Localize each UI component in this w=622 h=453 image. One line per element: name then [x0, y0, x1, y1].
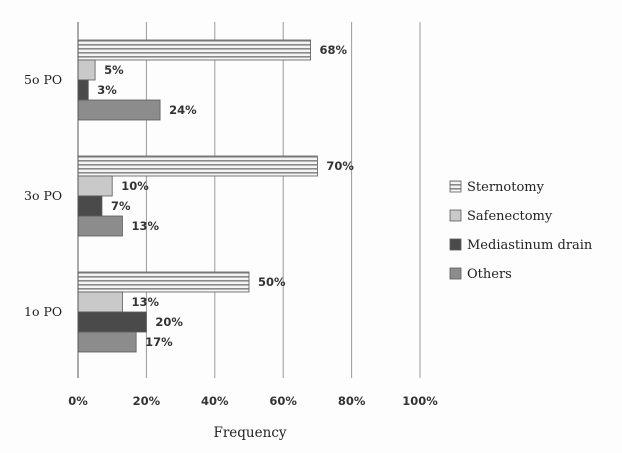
legend-label: Sternotomy — [467, 180, 545, 195]
bar-sternotomy — [77, 271, 250, 293]
data-label: 20% — [155, 315, 183, 329]
data-label: 7% — [111, 199, 131, 213]
legend-label: Others — [467, 267, 512, 282]
legend-swatch — [449, 238, 462, 251]
bar-sternotomy — [77, 39, 311, 61]
data-label: 68% — [320, 43, 348, 57]
bar-others — [77, 331, 137, 353]
x-tick-label: 60% — [269, 394, 297, 408]
bar-mediastinum-drain — [77, 195, 103, 217]
bar-mediastinum-drain — [77, 311, 147, 333]
y-category-label: 5o PO — [24, 72, 62, 87]
legend-swatch — [449, 180, 462, 193]
y-category-label: 1o PO — [24, 304, 62, 319]
bar-others — [77, 215, 123, 237]
bar-sternotomy — [77, 155, 318, 177]
data-label: 70% — [326, 159, 354, 173]
bar-safenectomy — [77, 59, 96, 81]
x-tick-label: 20% — [133, 394, 161, 408]
y-category-label: 3o PO — [24, 188, 62, 203]
legend-swatch — [449, 267, 462, 280]
data-label: 13% — [131, 295, 159, 309]
data-label: 13% — [131, 219, 159, 233]
x-tick-label: 100% — [402, 394, 438, 408]
bar-safenectomy — [77, 175, 113, 197]
x-axis-title: Frequency — [213, 425, 286, 441]
legend-swatch — [449, 209, 462, 222]
legend-label: Mediastinum drain — [467, 238, 593, 253]
bar-mediastinum-drain — [77, 79, 89, 101]
data-label: 17% — [145, 335, 173, 349]
x-tick-label: 0% — [68, 394, 88, 408]
x-tick-label: 40% — [201, 394, 229, 408]
legend-label: Safenectomy — [467, 209, 553, 224]
data-label: 10% — [121, 179, 149, 193]
data-label: 5% — [104, 63, 124, 77]
data-label: 24% — [169, 103, 197, 117]
data-label: 3% — [97, 83, 117, 97]
data-label: 50% — [258, 275, 286, 289]
bar-others — [77, 99, 161, 121]
bar-safenectomy — [77, 291, 123, 313]
x-tick-label: 80% — [338, 394, 366, 408]
